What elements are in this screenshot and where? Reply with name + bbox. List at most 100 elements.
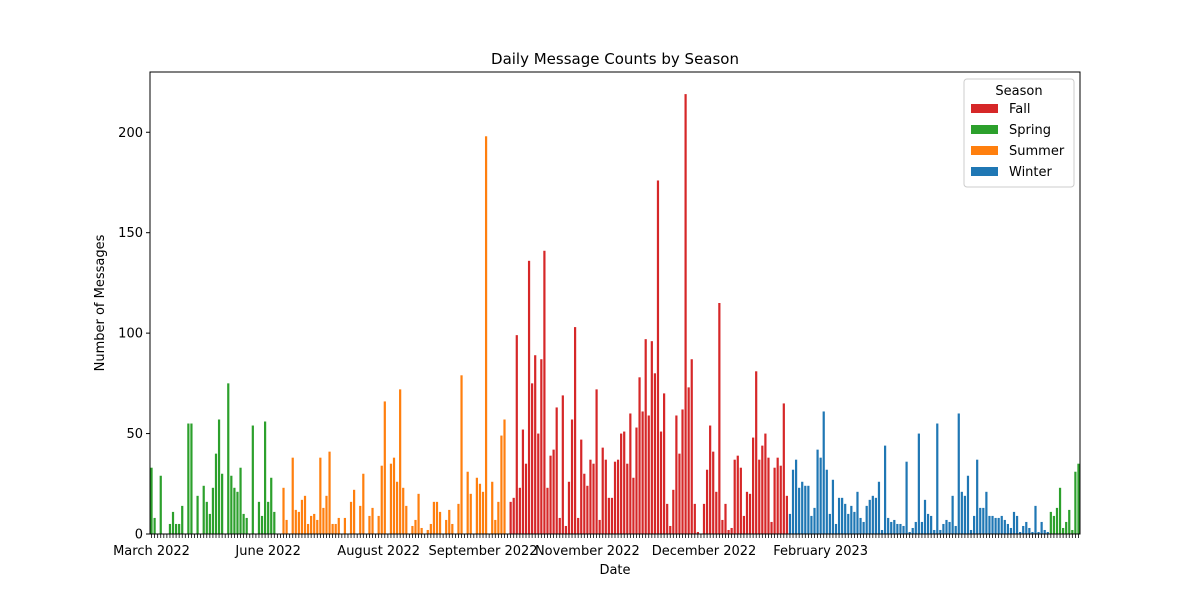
bar-summer — [435, 501, 439, 534]
y-tick-label: 150 — [118, 226, 143, 241]
bar-summer — [310, 515, 313, 534]
bar-winter — [979, 507, 982, 534]
bar-summer — [500, 435, 503, 534]
bar-spring — [178, 523, 181, 534]
bar-winter — [847, 513, 850, 534]
bar-spring — [239, 467, 242, 534]
legend-swatch-fall — [971, 104, 998, 113]
bar-fall — [693, 503, 696, 534]
bar-fall — [531, 383, 534, 534]
bar-summer — [282, 487, 285, 534]
bar-winter — [902, 525, 905, 534]
legend-label-fall: Fall — [1009, 102, 1030, 117]
bar-fall — [518, 487, 521, 534]
bar-summer — [402, 487, 405, 534]
bar-winter — [862, 521, 865, 534]
bar-spring — [270, 477, 273, 534]
bar-winter — [813, 507, 816, 534]
bar-winter — [976, 459, 979, 534]
bar-winter — [899, 523, 902, 534]
bar-summer — [322, 507, 325, 534]
legend-swatch-spring — [971, 125, 998, 134]
bars-layer — [150, 94, 1080, 534]
bar-summer — [325, 495, 328, 534]
bar-winter — [988, 515, 991, 534]
bar-fall — [712, 451, 715, 534]
bar-spring — [251, 425, 254, 534]
bar-fall — [598, 519, 601, 534]
bar-spring — [233, 487, 236, 534]
bar-fall — [705, 469, 709, 534]
bar-fall — [773, 467, 776, 534]
bar-summer — [497, 501, 500, 534]
bar-summer — [359, 505, 362, 534]
bar-fall — [666, 503, 669, 534]
bar-summer — [438, 511, 442, 534]
bar-fall — [626, 463, 629, 534]
bar-spring — [181, 505, 184, 534]
bar-spring — [1068, 509, 1071, 534]
bar-summer — [331, 523, 334, 534]
bar-winter — [828, 513, 831, 534]
bar-winter — [936, 423, 939, 534]
bar-fall — [675, 415, 678, 534]
bar-fall — [739, 467, 742, 534]
bar-summer — [319, 457, 322, 534]
bar-spring — [211, 487, 215, 534]
bar-fall — [561, 395, 564, 534]
bar-fall — [644, 339, 647, 534]
bar-winter — [960, 491, 963, 534]
bar-fall — [656, 180, 660, 534]
y-tick-label: 100 — [118, 327, 143, 342]
bar-fall — [782, 403, 785, 534]
bar-fall — [718, 303, 721, 534]
bar-summer — [469, 493, 472, 534]
x-axis: March 2022 June 2022 August 2022 September … — [113, 534, 1079, 559]
bar-fall — [770, 521, 773, 534]
bar-summer — [475, 477, 478, 534]
bar-fall — [512, 497, 515, 534]
bar-spring — [260, 515, 264, 534]
bar-spring — [1055, 507, 1059, 534]
bar-winter — [834, 523, 838, 534]
bar-spring — [273, 511, 276, 534]
bar-fall — [681, 409, 684, 534]
bar-fall — [641, 411, 644, 534]
bar-winter — [966, 475, 970, 534]
bar-winter — [923, 499, 927, 534]
bar-winter — [911, 527, 914, 534]
bar-spring — [236, 491, 239, 534]
bar-winter — [837, 497, 841, 534]
bar-fall — [524, 463, 528, 534]
bar-fall — [663, 393, 666, 534]
bar-winter — [997, 517, 1000, 534]
bar-spring — [227, 383, 230, 534]
bar-spring — [1077, 463, 1080, 534]
x-tick-label: September 2022 — [428, 544, 537, 559]
bar-spring — [1074, 471, 1077, 534]
bar-fall — [761, 445, 764, 534]
legend-entries: Fall Spring Summer Winter — [971, 102, 1065, 180]
bar-summer — [481, 491, 485, 534]
bar-summer — [420, 527, 423, 534]
bar-summer — [451, 523, 454, 534]
y-tick-label: 200 — [118, 126, 143, 141]
bar-summer — [466, 471, 469, 534]
bar-winter — [816, 449, 819, 534]
bar-fall — [779, 465, 782, 534]
bar-fall — [537, 433, 540, 534]
bar-winter — [871, 495, 874, 534]
legend-label-winter: Winter — [1009, 165, 1053, 180]
bar-winter — [954, 525, 957, 534]
bar-winter — [914, 521, 917, 534]
bar-winter — [831, 479, 835, 534]
bar-fall — [515, 335, 518, 534]
bar-spring — [1065, 521, 1068, 534]
bar-fall — [733, 459, 736, 534]
bar-spring — [1052, 515, 1056, 534]
bar-spring — [205, 501, 208, 534]
x-axis-label: Date — [599, 563, 630, 578]
bar-spring — [245, 517, 248, 534]
bar-summer — [389, 463, 393, 534]
bar-summer — [457, 503, 460, 534]
